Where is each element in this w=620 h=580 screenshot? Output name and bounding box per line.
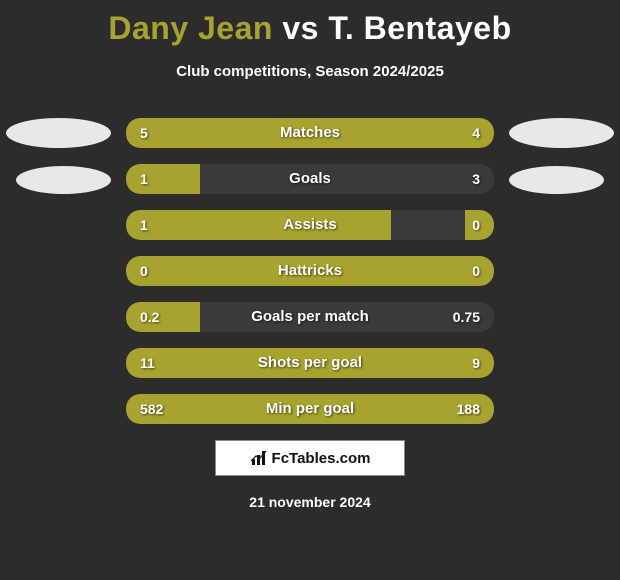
stat-label: Hattricks — [126, 256, 494, 286]
stat-row: 54Matches — [126, 118, 494, 148]
stat-row: 119Shots per goal — [126, 348, 494, 378]
comparison-title: Dany Jean vs T. Bentayeb — [0, 0, 620, 47]
chart-icon — [250, 449, 268, 467]
player2-name: T. Bentayeb — [328, 10, 511, 46]
stat-row: 00Hattricks — [126, 256, 494, 286]
player2-badge-2 — [509, 166, 604, 194]
date-text: 21 november 2024 — [0, 494, 620, 510]
player1-name: Dany Jean — [108, 10, 273, 46]
stat-row: 13Goals — [126, 164, 494, 194]
brand-box: FcTables.com — [215, 440, 405, 476]
stat-row: 10Assists — [126, 210, 494, 240]
stat-row: 0.20.75Goals per match — [126, 302, 494, 332]
stat-label: Shots per goal — [126, 348, 494, 378]
vs-text: vs — [282, 10, 319, 46]
subtitle: Club competitions, Season 2024/2025 — [0, 63, 620, 80]
stat-label: Matches — [126, 118, 494, 148]
player1-badge-2 — [16, 166, 111, 194]
stat-label: Goals per match — [126, 302, 494, 332]
stat-label: Assists — [126, 210, 494, 240]
player2-badge-1 — [509, 118, 614, 148]
stat-row: 582188Min per goal — [126, 394, 494, 424]
player1-badge-1 — [6, 118, 111, 148]
stat-label: Goals — [126, 164, 494, 194]
brand-text: FcTables.com — [272, 450, 371, 467]
stat-label: Min per goal — [126, 394, 494, 424]
stat-bars: 54Matches 13Goals 10Assists 00Hattricks 0.20… — [126, 118, 494, 424]
